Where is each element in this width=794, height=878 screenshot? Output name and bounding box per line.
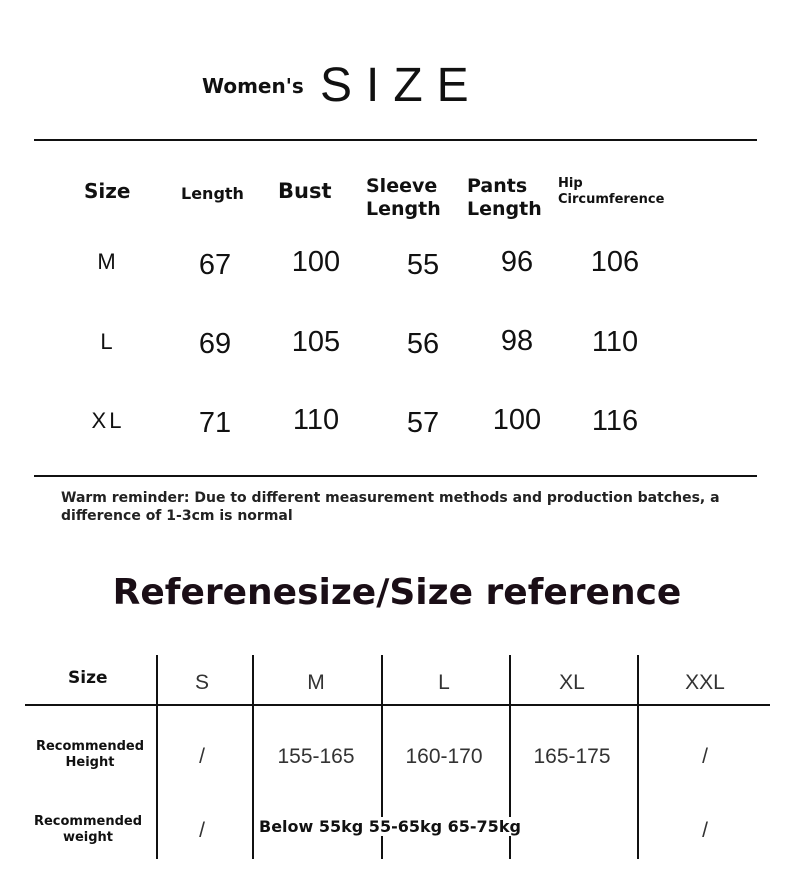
weight-xxl: / [702, 819, 708, 842]
ref-header-size: Size [68, 668, 108, 688]
title-main: SIZE [320, 59, 483, 112]
col-line [381, 655, 383, 859]
ref-header-m: M [307, 671, 325, 694]
ref-header-xxl: XXL [685, 671, 725, 694]
height-m: 155-165 [277, 745, 355, 768]
header-sleeve-length: Sleeve Length [366, 175, 441, 220]
header-size: Size [84, 179, 131, 203]
col-line [637, 655, 639, 859]
cell: 110 [292, 404, 340, 436]
ref-header-l: L [438, 671, 450, 694]
cell: 57 [406, 407, 440, 439]
reference-title: Referenesize/Size reference [112, 572, 682, 613]
cell: 67 [198, 249, 232, 281]
divider-bottom [34, 475, 757, 477]
header-length: Length [181, 184, 244, 203]
weight-s: / [199, 819, 205, 842]
cell: 69 [198, 328, 232, 360]
cell: 100 [291, 246, 341, 278]
height-s: / [199, 745, 205, 768]
cell: 106 [590, 246, 640, 278]
col-line [252, 655, 254, 859]
divider-top [34, 139, 757, 141]
header-line [25, 704, 770, 706]
height-xl: 165-175 [533, 745, 611, 768]
height-label: Recommended Height [35, 739, 145, 770]
cell: 100 [492, 404, 542, 436]
cell-size: M [97, 249, 119, 274]
height-l: 160-170 [405, 745, 483, 768]
header-hip: Hip Circumference [558, 176, 665, 207]
cell: 96 [500, 246, 534, 278]
cell-size: L [100, 329, 116, 354]
cell: 98 [500, 325, 534, 357]
cell: 105 [291, 326, 341, 358]
cell: 110 [591, 326, 639, 358]
weight-values: Below 55kg 55-65kg 65-75kg [259, 817, 521, 836]
ref-header-xl: XL [559, 671, 585, 694]
cell: 55 [406, 249, 440, 281]
ref-header-s: S [194, 671, 210, 694]
cell: 56 [406, 328, 440, 360]
title-prefix: Women's [202, 74, 304, 98]
warm-reminder: Warm reminder: Due to different measurem… [61, 490, 720, 524]
col-line [509, 655, 511, 859]
col-line [156, 655, 158, 859]
weight-label: Recommended weight [33, 814, 143, 845]
cell: 71 [198, 407, 232, 439]
cell: 116 [591, 405, 639, 437]
cell-size: XL [91, 408, 125, 433]
height-xxl: / [702, 745, 708, 768]
header-bust: Bust [278, 179, 332, 203]
header-pants-length: Pants Length [467, 175, 542, 220]
